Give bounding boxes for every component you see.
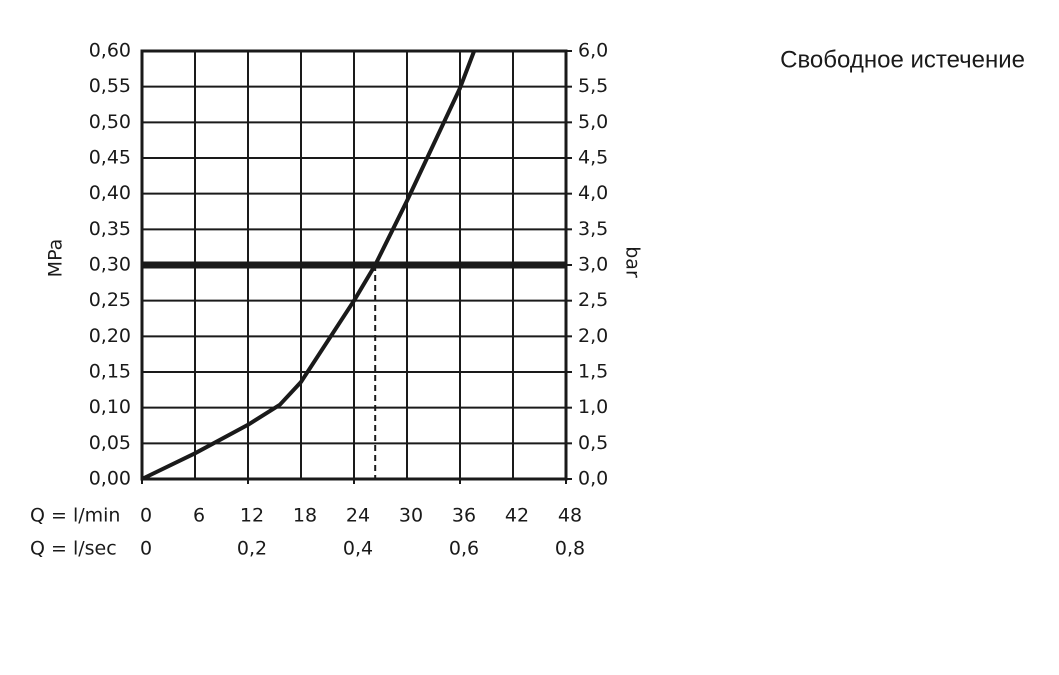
y2-axis-label: bar [622, 246, 644, 278]
x-tick-label: 30 [399, 505, 423, 527]
x-tick-label: 48 [558, 505, 582, 527]
data-line [141, 50, 477, 481]
y-tick-label: 0,40 [89, 182, 131, 204]
y-tick-label: 0,45 [89, 147, 131, 169]
x2-tick-label: 0,4 [343, 538, 373, 560]
y-tick-label: 0,35 [89, 218, 131, 240]
x-tick-label: 18 [293, 505, 317, 527]
y2-tick-label: 5,5 [578, 75, 608, 97]
y2-tick-label: 3,0 [578, 254, 608, 276]
y-tick-label: 0,10 [89, 396, 131, 418]
chart-title: Свободное истечение [780, 46, 1025, 73]
x-tick-label: 6 [193, 505, 205, 527]
y-tick-label: 0,25 [89, 289, 131, 311]
y2-tick-label: 1,5 [578, 361, 608, 383]
y2-tick-label: 0,5 [578, 432, 608, 454]
y-tick-label: 0,50 [89, 111, 131, 133]
x-axis-label: Q = l/min [30, 505, 120, 527]
y2-tick-label: 4,0 [578, 182, 608, 204]
y-tick-label: 0,30 [89, 254, 131, 276]
y2-tick-label: 2,5 [578, 289, 608, 311]
y2-tick-label: 1,0 [578, 396, 608, 418]
y-axis-label: MPa [45, 239, 67, 278]
x2-tick-label: 0,8 [555, 538, 585, 560]
x-tick-label: 0 [140, 505, 152, 527]
y2-tick-label: 5,0 [578, 111, 608, 133]
x2-tick-label: 0 [140, 538, 152, 560]
x2-tick-label: 0,2 [237, 538, 267, 560]
x-tick-label: 36 [452, 505, 476, 527]
y-tick-label: 0,60 [89, 40, 131, 62]
x-tick-label: 42 [505, 505, 529, 527]
x-tick-label: 24 [346, 505, 370, 527]
y2-tick-label: 2,0 [578, 325, 608, 347]
x-tick-label: 12 [240, 505, 264, 527]
y-tick-label: 0,00 [89, 468, 131, 490]
y-tick-label: 0,05 [89, 432, 131, 454]
y2-tick-label: 4,5 [578, 147, 608, 169]
y-tick-label: 0,20 [89, 325, 131, 347]
x2-tick-label: 0,6 [449, 538, 479, 560]
y2-tick-label: 6,0 [578, 40, 608, 62]
y2-tick-label: 3,5 [578, 218, 608, 240]
x2-axis-label: Q = l/sec [30, 538, 117, 560]
y-tick-label: 0,15 [89, 361, 131, 383]
y2-tick-label: 0,0 [578, 468, 608, 490]
y-tick-label: 0,55 [89, 75, 131, 97]
